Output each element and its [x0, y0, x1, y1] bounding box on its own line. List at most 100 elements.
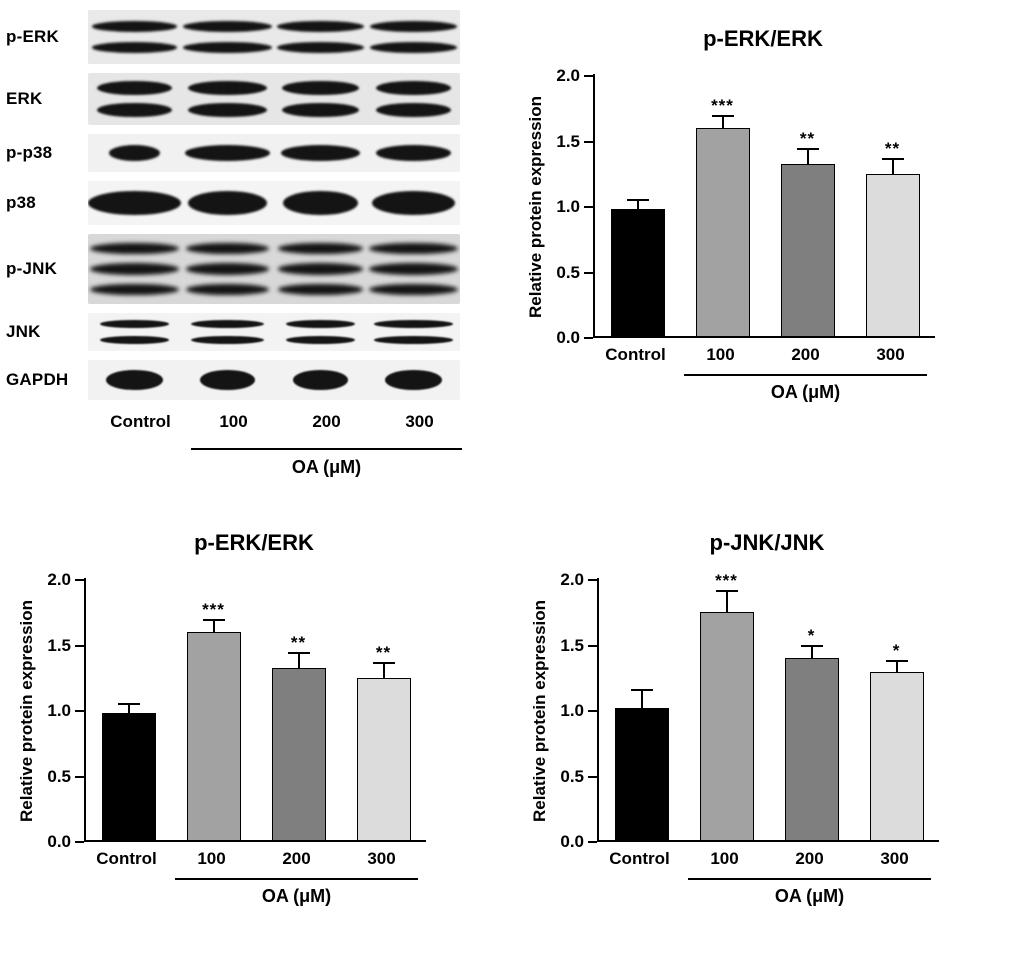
bar-chart-p-erk-erk-top: p-ERK/ERK Relative protein expression 0.…	[523, 26, 1003, 403]
protein-band	[187, 190, 268, 216]
x-tick-label: 100	[710, 849, 739, 868]
plot-area: *** ** **	[84, 578, 426, 842]
y-tick-label: 0.5	[560, 766, 584, 786]
significance-stars: *	[892, 640, 901, 660]
x-tick-label: 200	[282, 849, 311, 868]
bar-slot	[595, 74, 680, 336]
error-bar-cap	[881, 158, 904, 161]
error-bar-cap	[800, 645, 823, 648]
protein-band	[91, 20, 178, 32]
bar-200	[271, 668, 326, 840]
blot-rows: p-ERK ERK p-p38 p38 p-JNK JNK GAPDH	[6, 10, 515, 400]
y-tick-label: 2.0	[556, 66, 580, 85]
protein-band	[280, 145, 361, 161]
x-tick-label: 100	[197, 849, 226, 868]
bar-control	[101, 712, 156, 840]
y-tick-mark	[584, 337, 593, 339]
error-bar-cap	[202, 619, 225, 622]
error-bar	[640, 690, 643, 708]
group-axis-label: OA (μM)	[261, 886, 332, 906]
blot-label: GAPDH	[6, 370, 69, 389]
y-tick-label: 0.0	[556, 328, 580, 347]
blot-lane	[88, 313, 181, 351]
error-bar	[895, 661, 898, 673]
significance-stars: *	[807, 626, 816, 646]
bar-slot: **	[341, 578, 426, 840]
blot-image-ERK	[88, 73, 460, 125]
protein-band	[277, 20, 364, 32]
x-tick-label: Control	[609, 849, 670, 868]
group-line	[688, 878, 931, 880]
error-bar-cap	[711, 115, 734, 118]
bar-slot	[599, 578, 684, 840]
blot-lane	[367, 313, 460, 351]
error-bar	[810, 647, 813, 658]
blot-lane	[181, 134, 274, 172]
blot-lane	[274, 73, 367, 125]
error-bar	[725, 592, 728, 613]
bar-slot	[86, 578, 171, 840]
blot-label: ERK	[6, 89, 43, 108]
protein-band	[182, 20, 273, 32]
y-tick-mark	[584, 75, 593, 77]
blot-lane	[274, 234, 367, 304]
error-bar	[382, 664, 385, 678]
protein-band	[187, 102, 268, 118]
error-bar	[721, 117, 724, 128]
lane-label: Control	[110, 412, 171, 431]
blot-image-GAPDH	[88, 360, 460, 400]
bar-control	[610, 208, 665, 336]
bar-200	[784, 657, 839, 840]
protein-band	[185, 283, 270, 296]
lane-label: 100	[219, 412, 248, 431]
error-bar-cap	[715, 590, 738, 593]
blot-lane	[367, 10, 460, 64]
protein-band	[185, 242, 270, 255]
y-tick-mark	[75, 710, 84, 712]
protein-band	[184, 145, 271, 161]
plot-area: *** ** **	[593, 74, 935, 338]
y-tick-label: 2.0	[560, 570, 584, 589]
y-tick-mark	[588, 579, 597, 581]
bar-slot: **	[850, 74, 935, 336]
y-axis-label: Relative protein expression	[526, 95, 545, 319]
significance-stars: ***	[202, 600, 225, 620]
error-bar-cap	[630, 688, 653, 691]
significance-stars: **	[799, 128, 816, 148]
blot-row-p-JNK: p-JNK	[6, 234, 515, 304]
protein-band	[376, 80, 451, 96]
error-bar-cap	[287, 651, 310, 654]
protein-band	[368, 263, 459, 275]
group-line	[684, 374, 927, 376]
bar-slot: ***	[171, 578, 256, 840]
y-tick-mark	[75, 775, 84, 778]
protein-band	[191, 335, 264, 344]
x-axis-labels: Control 100 200 300	[597, 849, 937, 869]
protein-band	[277, 283, 364, 296]
blot-label: JNK	[6, 322, 41, 341]
blot-lane	[88, 10, 181, 64]
protein-band	[90, 263, 179, 275]
blot-row-GAPDH: GAPDH	[6, 360, 515, 400]
bar-chart-p-erk-erk-bottom: p-ERK/ERK Relative protein expression 0.…	[14, 530, 494, 907]
protein-band	[370, 42, 457, 54]
protein-band	[99, 320, 170, 329]
y-tick-label: 1.0	[47, 701, 71, 720]
protein-band	[277, 263, 364, 275]
blot-lane	[181, 234, 274, 304]
y-tick-mark	[588, 644, 597, 647]
chart-panel-perk-top: p-ERK/ERK Relative protein expression 0.…	[515, 0, 1020, 500]
bar-slot: *	[854, 578, 939, 840]
bar-200	[780, 164, 835, 336]
lane-labels: Control 100 200 300	[94, 412, 466, 432]
blot-lane	[367, 181, 460, 225]
bar-300	[869, 672, 924, 840]
y-tick-mark	[588, 710, 597, 712]
x-tick-label: Control	[96, 849, 157, 868]
x-tick-label: 300	[367, 849, 396, 868]
bar-300	[356, 677, 411, 840]
blot-label: p-JNK	[6, 259, 58, 278]
y-tick-label: 1.5	[560, 635, 584, 655]
blot-image-p38	[88, 181, 460, 225]
protein-band	[105, 369, 164, 391]
